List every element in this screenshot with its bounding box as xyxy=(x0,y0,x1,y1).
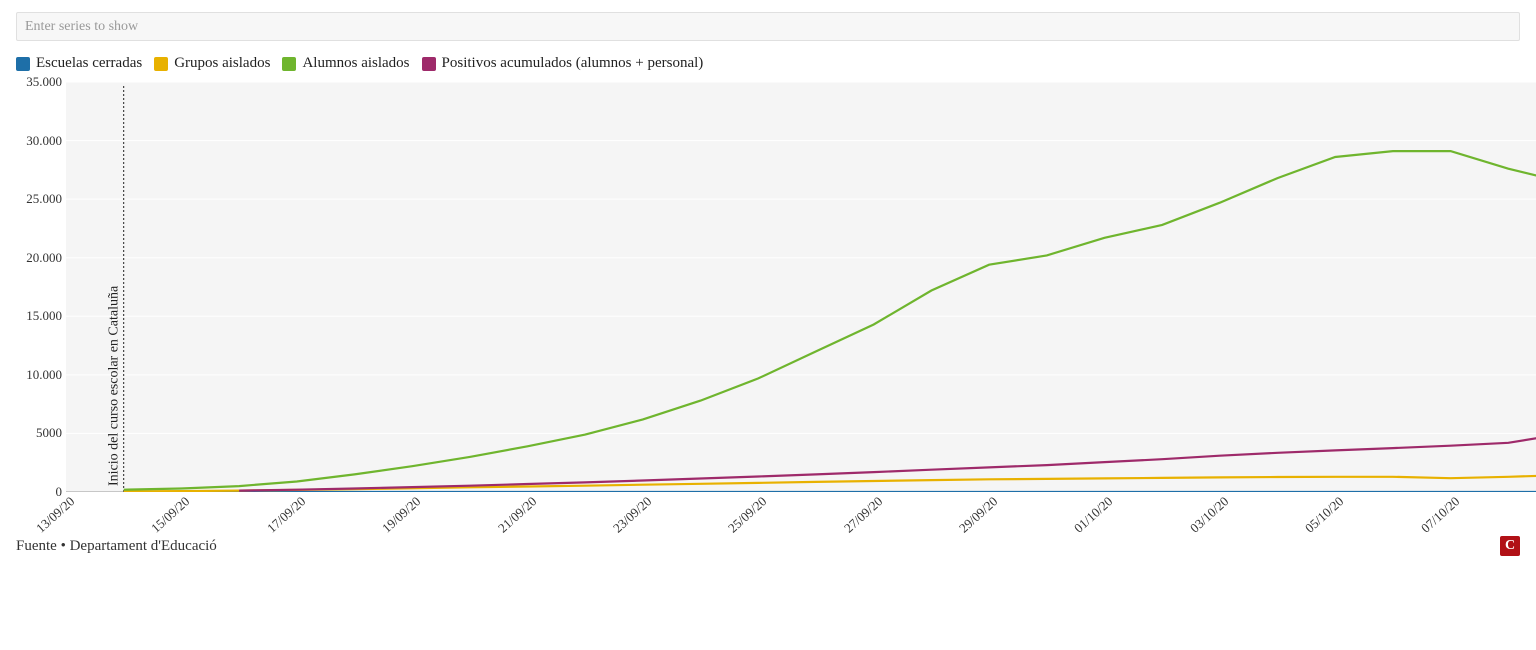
series-filter-input[interactable] xyxy=(23,18,1513,36)
legend-label: Positivos acumulados (alumnos + personal… xyxy=(442,55,704,72)
legend-label: Grupos aislados xyxy=(174,55,270,72)
y-tick-label: 10.000 xyxy=(26,367,66,383)
y-tick-label: 25.000 xyxy=(26,191,66,207)
source-prefix: Fuente xyxy=(16,538,57,554)
x-tick-label: 25/09/20 xyxy=(725,493,770,536)
legend-swatch xyxy=(16,57,30,71)
legend-item-3[interactable]: Positivos acumulados (alumnos + personal… xyxy=(422,55,704,72)
brand-badge: C xyxy=(1500,536,1520,556)
y-tick-label: 30.000 xyxy=(26,133,66,149)
y-tick-label: 20.000 xyxy=(26,250,66,266)
x-tick-label: 23/09/20 xyxy=(610,493,655,536)
x-tick-label: 19/09/20 xyxy=(379,493,424,536)
annotation-label: Inicio del curso escolar en Cataluña xyxy=(107,285,122,486)
x-tick-label: 27/09/20 xyxy=(841,493,886,536)
line-chart: Inicio del curso escolar en Cataluña 050… xyxy=(66,82,1536,492)
source-text: Fuente • Departament d'Educació xyxy=(16,538,217,555)
legend-swatch xyxy=(282,57,296,71)
y-tick-label: 35.000 xyxy=(26,74,66,90)
x-tick-label: 01/10/20 xyxy=(1071,493,1116,536)
footer: Fuente • Departament d'Educació C xyxy=(16,536,1520,556)
legend-label: Alumnos aislados xyxy=(302,55,409,72)
x-tick-label: 21/09/20 xyxy=(495,493,540,536)
source-separator: • xyxy=(57,538,70,554)
legend-label: Escuelas cerradas xyxy=(36,55,142,72)
legend-item-1[interactable]: Grupos aislados xyxy=(154,55,270,72)
source-name: Departament d'Educació xyxy=(70,538,217,554)
x-tick-label: 03/10/20 xyxy=(1187,493,1232,536)
series-filter-wrap xyxy=(16,12,1520,41)
x-tick-label: 05/10/20 xyxy=(1302,493,1347,536)
y-tick-label: 15.000 xyxy=(26,308,66,324)
x-tick-label: 17/09/20 xyxy=(264,493,309,536)
legend-item-2[interactable]: Alumnos aislados xyxy=(282,55,409,72)
chart-svg: Inicio del curso escolar en Cataluña xyxy=(66,82,1536,492)
legend-swatch xyxy=(422,57,436,71)
x-tick-label: 15/09/20 xyxy=(148,493,193,536)
y-tick-label: 5000 xyxy=(36,425,66,441)
legend: Escuelas cerradas Grupos aislados Alumnos … xyxy=(16,55,1520,72)
x-tick-label: 29/09/20 xyxy=(956,493,1001,536)
legend-item-0[interactable]: Escuelas cerradas xyxy=(16,55,142,72)
legend-swatch xyxy=(154,57,168,71)
x-tick-label: 07/10/20 xyxy=(1418,493,1463,536)
